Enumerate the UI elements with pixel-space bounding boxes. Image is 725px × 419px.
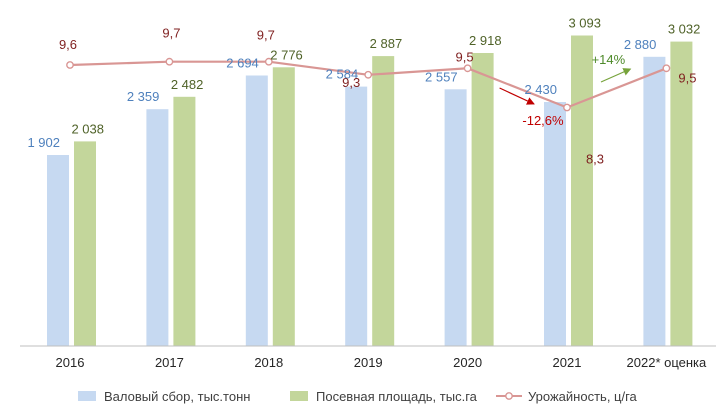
bar-gross-harvest-4: [444, 89, 467, 347]
legend-label-gross-harvest: Валовый сбор, тыс.тонн: [104, 389, 250, 404]
annotation-growth-label: +14%: [592, 52, 626, 67]
bar-gross-harvest-5: [544, 102, 566, 346]
label-gross-harvest-0: 1 902: [27, 135, 60, 150]
legend-label-sown-area: Посевная площадь, тыс.га: [316, 389, 478, 404]
bar-sown-area-1: [173, 96, 196, 346]
label-sown-area-6: 3 032: [668, 22, 701, 37]
label-sown-area-2: 2 776: [270, 47, 303, 62]
label-gross-harvest-6: 2 880: [624, 37, 657, 52]
yield-point-5: [563, 103, 571, 112]
yield-line-layer: [66, 57, 671, 112]
label-gross-harvest-3: 2 584: [326, 67, 359, 82]
annotation-decline-label: -12,6%: [522, 113, 564, 128]
bar-sown-area-0: [74, 141, 96, 346]
legend: Валовый сбор, тыс.тонн Посевная площадь, …: [78, 389, 638, 404]
bar-sown-area-4: [471, 53, 494, 346]
x-tick-label-6: 2022* оценка: [627, 355, 708, 370]
label-yield-6: 9,5: [678, 70, 696, 85]
x-tick-label-4: 2020: [453, 355, 482, 370]
label-yield-1: 9,7: [162, 26, 180, 41]
data-labels-layer: 1 902 2 038 2 359 2 482 2 694 2 776 2 584 2 887…: [27, 16, 700, 167]
bar-gross-harvest-1: [146, 109, 169, 346]
label-yield-5: 8,3: [586, 152, 604, 167]
yield-point-4: [463, 64, 472, 73]
label-sown-area-1: 2 482: [171, 77, 204, 92]
yield-point-3: [364, 70, 373, 79]
x-tick-label-5: 2021: [553, 355, 582, 370]
x-axis-ticks: 2016 2017 2018 2019 2020 2021 2022* оценка: [56, 355, 707, 370]
yield-point-0: [66, 61, 74, 69]
bar-gross-harvest-6: [643, 56, 666, 347]
bars-layer: [47, 35, 693, 347]
label-yield-3: 9,3: [342, 75, 360, 90]
annotations-layer: -12,6% +14%: [499, 52, 632, 128]
legend-label-yield: Урожайность, ц/га: [528, 389, 638, 404]
label-yield-4: 9,5: [456, 49, 474, 64]
bar-gross-harvest-2: [245, 75, 268, 346]
legend-swatch-yield-marker: [505, 392, 513, 400]
label-sown-area-4: 2 918: [469, 33, 502, 48]
label-yield-0: 9,6: [59, 37, 77, 52]
yield-point-2: [264, 57, 273, 66]
label-gross-harvest-4: 2 557: [425, 69, 458, 84]
label-gross-harvest-1: 2 359: [127, 89, 160, 104]
bar-sown-area-3: [372, 56, 395, 346]
bar-sown-area-2: [272, 67, 295, 347]
x-tick-label-1: 2017: [155, 355, 184, 370]
label-sown-area-0: 2 038: [71, 121, 104, 136]
bar-gross-harvest-3: [345, 86, 368, 346]
legend-swatch-gross-harvest: [78, 391, 96, 401]
bar-sown-area-6: [670, 41, 693, 346]
annotation-arrow-growth: [600, 68, 632, 83]
label-gross-harvest-5: 2 430: [524, 82, 557, 97]
label-gross-harvest-2: 2 694: [226, 56, 259, 71]
label-yield-2: 9,7: [257, 28, 275, 43]
x-tick-label-0: 2016: [56, 355, 85, 370]
bar-sown-area-5: [571, 35, 593, 346]
x-tick-label-3: 2019: [354, 355, 383, 370]
annotation-arrow-decline: [499, 87, 535, 105]
label-sown-area-3: 2 887: [370, 36, 403, 51]
label-sown-area-5: 3 093: [568, 16, 601, 31]
x-tick-label-2: 2018: [254, 355, 283, 370]
yield-point-1: [165, 57, 174, 66]
bar-gross-harvest-0: [47, 155, 69, 346]
yield-point-6: [662, 64, 671, 73]
legend-swatch-sown-area: [290, 391, 308, 401]
